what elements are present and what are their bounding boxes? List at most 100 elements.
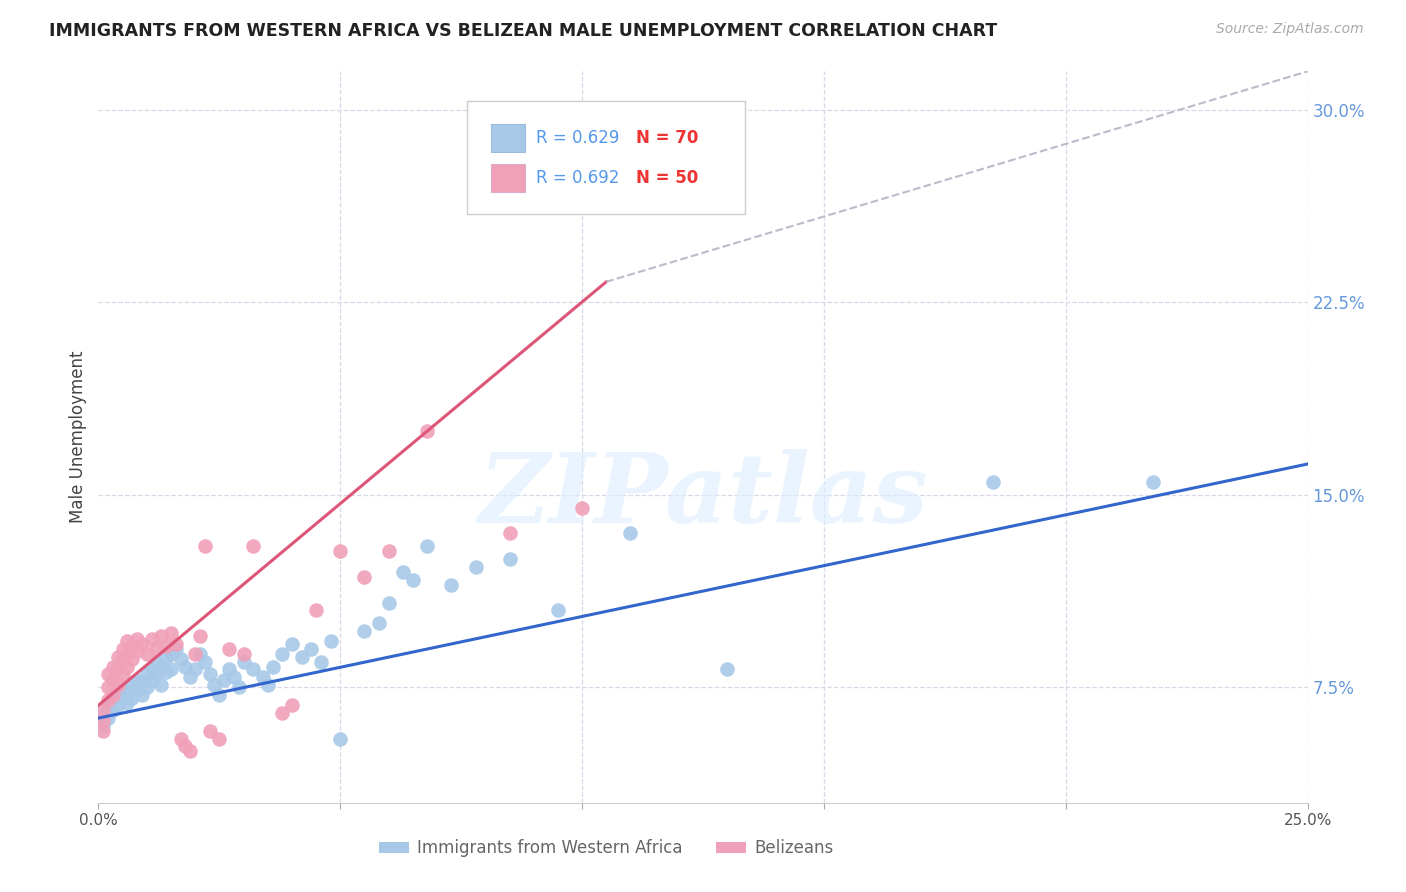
Point: [416, 539, 439, 553]
Point: [218, 662, 240, 676]
Point: [91, 708, 114, 723]
Point: [117, 647, 139, 661]
Point: [184, 662, 207, 676]
Point: [179, 670, 201, 684]
Point: [160, 626, 183, 640]
Point: [440, 577, 463, 591]
FancyBboxPatch shape: [492, 124, 526, 152]
Point: [127, 644, 149, 658]
Point: [281, 637, 304, 651]
Point: [117, 696, 139, 710]
Point: [150, 660, 173, 674]
Text: ZIPatlas: ZIPatlas: [478, 449, 928, 542]
Point: [498, 552, 520, 566]
Point: [377, 596, 399, 610]
Point: [111, 682, 134, 697]
Point: [252, 670, 274, 684]
Text: R = 0.629: R = 0.629: [536, 129, 620, 147]
Point: [141, 632, 163, 646]
Point: [91, 703, 114, 717]
Point: [127, 632, 149, 646]
Point: [212, 673, 235, 687]
Point: [160, 647, 183, 661]
Point: [135, 667, 157, 681]
Point: [204, 678, 226, 692]
Legend: Immigrants from Western Africa, Belizeans: Immigrants from Western Africa, Belizean…: [373, 832, 841, 864]
Point: [174, 660, 197, 674]
Point: [228, 681, 250, 695]
Point: [377, 544, 399, 558]
Point: [145, 655, 167, 669]
Point: [145, 641, 167, 656]
Point: [131, 637, 153, 651]
Point: [107, 662, 129, 676]
Point: [194, 655, 217, 669]
Point: [107, 698, 129, 713]
Point: [155, 639, 177, 653]
Point: [188, 647, 211, 661]
Point: [97, 681, 120, 695]
Point: [271, 706, 294, 720]
Point: [232, 655, 254, 669]
Point: [571, 500, 593, 515]
Point: [135, 681, 157, 695]
Point: [194, 539, 217, 553]
Point: [97, 711, 120, 725]
Point: [299, 641, 322, 656]
Point: [242, 539, 264, 553]
Point: [160, 662, 183, 676]
Point: [319, 634, 342, 648]
Point: [169, 652, 191, 666]
Point: [97, 701, 120, 715]
Text: N = 70: N = 70: [637, 129, 699, 147]
Y-axis label: Male Unemployment: Male Unemployment: [69, 351, 87, 524]
Point: [368, 616, 391, 631]
Point: [141, 662, 163, 676]
Point: [121, 639, 143, 653]
Point: [117, 634, 139, 648]
Point: [91, 723, 114, 738]
Point: [464, 559, 486, 574]
Point: [141, 673, 163, 687]
Point: [416, 424, 439, 438]
Point: [309, 655, 332, 669]
Point: [155, 649, 177, 664]
Point: [117, 685, 139, 699]
Text: N = 50: N = 50: [637, 169, 699, 187]
Point: [1142, 475, 1164, 489]
Point: [498, 526, 520, 541]
Point: [329, 544, 352, 558]
Point: [121, 652, 143, 666]
Point: [111, 690, 134, 705]
Point: [101, 688, 124, 702]
Point: [281, 698, 304, 713]
Point: [329, 731, 352, 746]
Point: [135, 647, 157, 661]
Point: [111, 667, 134, 681]
Point: [179, 744, 201, 758]
Point: [121, 678, 143, 692]
FancyBboxPatch shape: [492, 164, 526, 192]
Point: [208, 688, 231, 702]
FancyBboxPatch shape: [467, 101, 745, 214]
Point: [981, 475, 1004, 489]
Point: [97, 667, 120, 681]
Point: [353, 624, 375, 638]
Point: [165, 637, 187, 651]
Point: [101, 693, 124, 707]
Point: [107, 688, 129, 702]
Point: [198, 667, 221, 681]
Point: [127, 682, 149, 697]
Point: [117, 660, 139, 674]
Point: [131, 688, 153, 702]
Point: [174, 739, 197, 754]
Point: [716, 662, 738, 676]
Point: [111, 652, 134, 666]
Text: IMMIGRANTS FROM WESTERN AFRICA VS BELIZEAN MALE UNEMPLOYMENT CORRELATION CHART: IMMIGRANTS FROM WESTERN AFRICA VS BELIZE…: [49, 22, 997, 40]
Text: R = 0.692: R = 0.692: [536, 169, 620, 187]
Point: [107, 649, 129, 664]
Point: [402, 573, 425, 587]
Point: [101, 660, 124, 674]
Point: [218, 641, 240, 656]
Point: [107, 678, 129, 692]
